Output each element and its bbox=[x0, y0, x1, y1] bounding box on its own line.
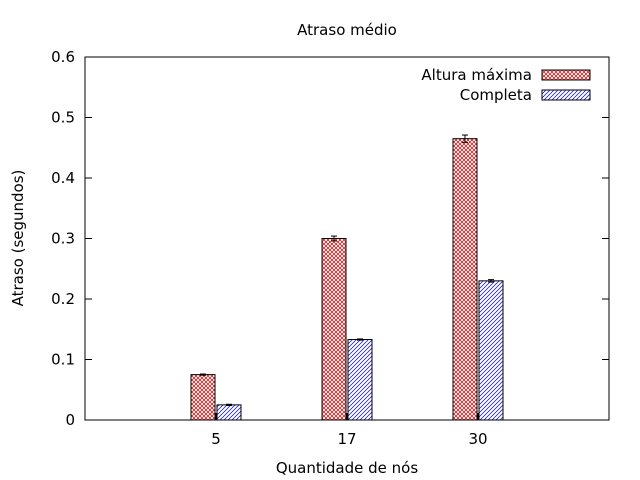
y-tick-label: 0.5 bbox=[51, 109, 75, 127]
bar-completa-30 bbox=[478, 280, 504, 421]
legend: Altura máxima Completa bbox=[421, 66, 591, 104]
bar-altura-maxima-5 bbox=[190, 374, 216, 421]
y-tick-label: 0.6 bbox=[51, 48, 75, 66]
bar-altura-maxima-17 bbox=[321, 238, 347, 421]
legend-label: Completa bbox=[460, 86, 532, 104]
y-tick-label: 0.1 bbox=[51, 351, 75, 369]
y-axis-label: Atraso (segundos) bbox=[9, 170, 27, 307]
legend-swatch bbox=[541, 69, 591, 81]
chart-title: Atraso médio bbox=[297, 21, 397, 39]
bar-completa-17 bbox=[347, 339, 373, 421]
x-tick-label: 30 bbox=[468, 430, 487, 448]
x-tick-label: 5 bbox=[211, 430, 221, 448]
plot-frame bbox=[84, 56, 610, 421]
bars bbox=[190, 134, 504, 421]
bar-completa-5 bbox=[216, 404, 242, 421]
axis-ticks: 0 0.1 0.2 0.3 0.4 0.5 0.6 5 17 30 bbox=[51, 48, 609, 448]
y-tick-label: 0.4 bbox=[51, 169, 75, 187]
legend-label: Altura máxima bbox=[421, 66, 532, 84]
bar-altura-maxima-30 bbox=[452, 138, 478, 421]
y-tick-label: 0.2 bbox=[51, 290, 75, 308]
x-tick-label: 17 bbox=[337, 430, 356, 448]
legend-swatch bbox=[541, 89, 591, 101]
y-tick-label: 0 bbox=[65, 411, 75, 429]
x-axis-label: Quantidade de nós bbox=[276, 459, 418, 477]
y-tick-label: 0.3 bbox=[51, 230, 75, 248]
